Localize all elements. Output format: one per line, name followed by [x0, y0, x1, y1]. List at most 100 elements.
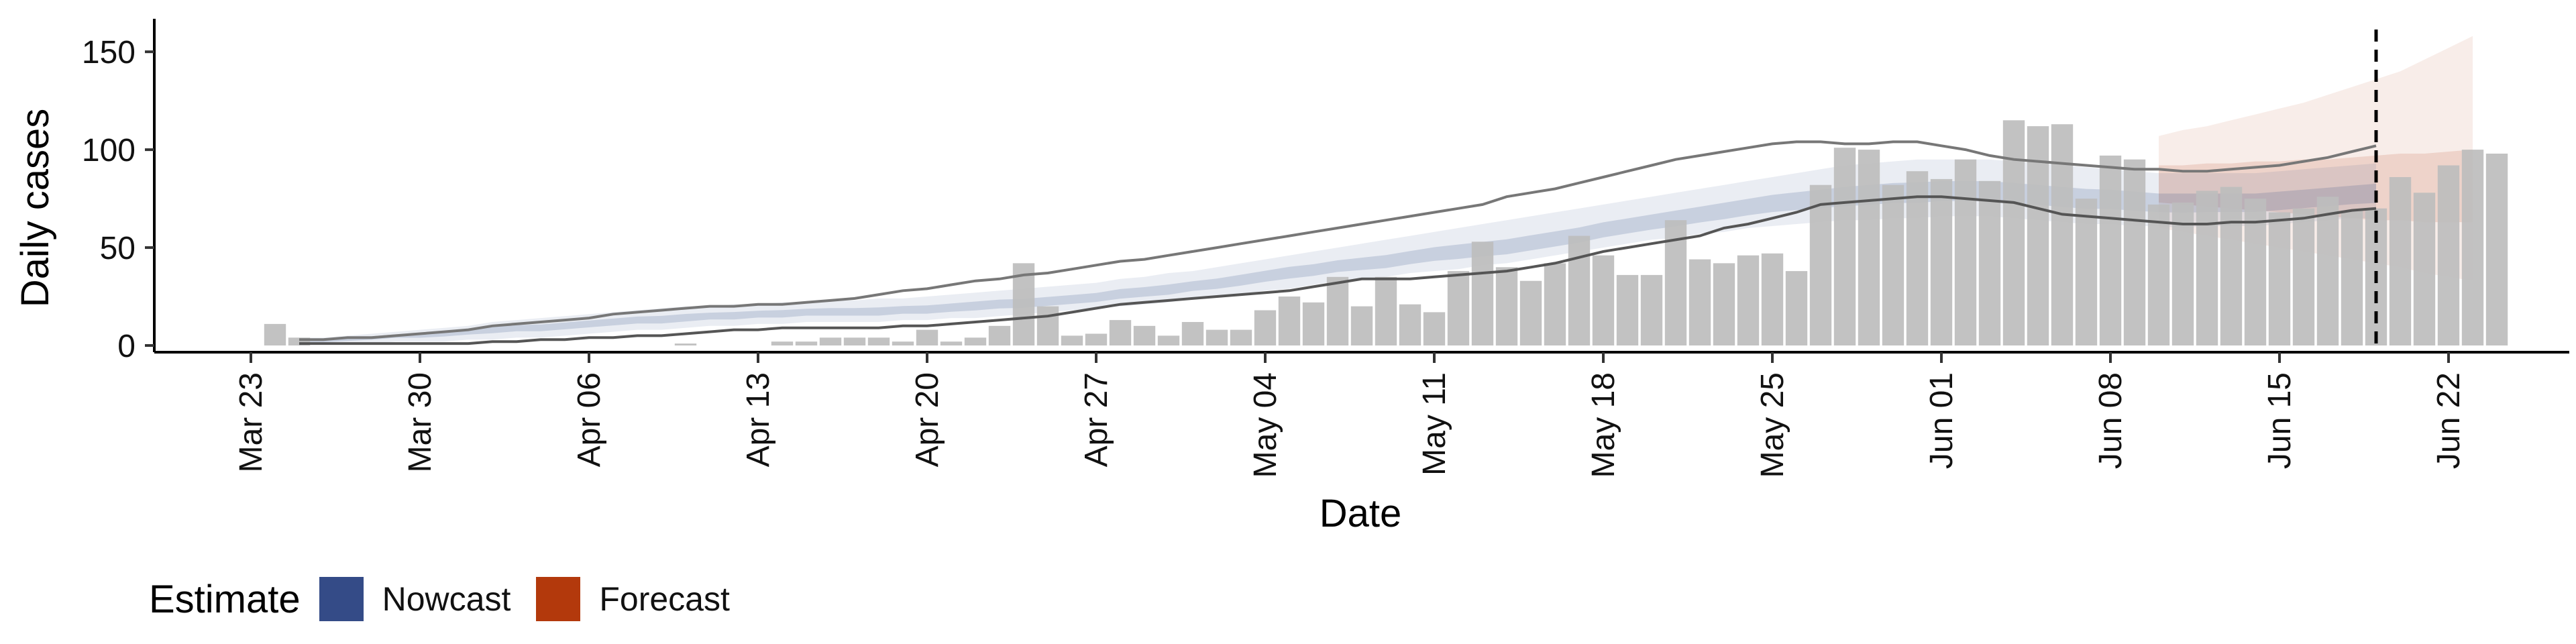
observed-bar: [2437, 165, 2460, 345]
observed-bar: [1350, 306, 1373, 345]
observed-bar: [1471, 241, 1494, 345]
observed-bar: [2002, 120, 2025, 346]
observed-bar: [1785, 271, 1808, 345]
x-tick-label: Apr 13: [741, 372, 776, 467]
legend-swatch-forecast: [536, 577, 581, 621]
legend-item-forecast: Forecast: [536, 577, 730, 621]
legend-label-forecast: Forecast: [599, 580, 730, 618]
observed-bar: [1519, 280, 1542, 345]
observed-bar: [988, 325, 1011, 345]
observed-bar: [288, 337, 311, 345]
y-axis-title: Daily cases: [13, 109, 57, 308]
observed-bar: [2075, 199, 2098, 345]
observed-bar: [2220, 186, 2243, 345]
x-tick-label: May 11: [1417, 372, 1452, 476]
observed-bar: [819, 337, 842, 345]
observed-bar: [1761, 253, 1784, 345]
observed-bar: [674, 343, 697, 345]
observed-bar: [795, 341, 818, 345]
observed-bar: [1688, 259, 1711, 345]
observed-bar: [2027, 126, 2049, 345]
observed-bar: [1181, 322, 1204, 345]
observed-bar: [1640, 274, 1663, 345]
observed-bar: [2341, 210, 2363, 345]
x-tick-label: Jun 22: [2431, 372, 2467, 469]
observed-bar: [1544, 263, 1566, 345]
observed-bar: [1592, 255, 1615, 345]
observed-bar: [1713, 263, 1735, 345]
observed-bar: [1375, 276, 1397, 345]
x-tick-label: May 18: [1586, 372, 1621, 478]
bound-lines: [299, 140, 2377, 345]
x-tick-label: Apr 20: [910, 372, 945, 467]
observed-bar: [1447, 271, 1470, 345]
observed-bar: [1833, 148, 1856, 345]
observed-bar: [1399, 304, 1421, 345]
observed-bar: [1085, 333, 1108, 345]
observed-bar: [2461, 150, 2484, 345]
observed-bar: [1133, 325, 1156, 345]
observed-bar: [916, 329, 938, 345]
y-tick-label: 0: [117, 329, 136, 364]
y-tick-label: 50: [100, 231, 136, 266]
observed-bar: [2171, 202, 2194, 345]
observed-bar: [2196, 191, 2218, 345]
x-tick-label: Mar 30: [402, 372, 438, 472]
observed-bar: [1809, 184, 1832, 345]
observed-bar: [1906, 171, 1929, 345]
observed-bar: [2316, 197, 2339, 345]
observed-bar: [867, 337, 890, 345]
observed-bar: [1858, 150, 1880, 345]
y-tick-label: 150: [82, 35, 136, 70]
x-tick-label: Mar 23: [233, 372, 269, 472]
x-tick-label: Apr 27: [1079, 372, 1114, 467]
observed-bar: [2389, 177, 2412, 345]
observed-bar: [1326, 276, 1349, 345]
observed-bar: [1423, 312, 1446, 345]
y-tick-label: 100: [82, 133, 136, 168]
observed-bar: [1882, 184, 1904, 345]
observed-bar: [1254, 310, 1277, 345]
observed-bar: [2292, 208, 2315, 345]
lower-bound-line: [299, 195, 2377, 345]
observed-bar: [1954, 159, 1977, 345]
x-tick-label: Apr 06: [572, 372, 607, 467]
observed-bar: [1568, 235, 1591, 345]
observed-bar: [964, 337, 987, 345]
observed-bar: [2051, 124, 2074, 345]
nowcast-bands: [299, 159, 2376, 345]
x-tick-label: May 04: [1248, 372, 1283, 478]
legend-swatch-nowcast: [319, 577, 364, 621]
observed-bar: [892, 341, 914, 345]
observed-bar: [1930, 178, 1953, 345]
nowcast-band-90: [299, 159, 2376, 345]
x-tick-label: May 25: [1755, 372, 1790, 478]
observed-bar: [2123, 159, 2146, 345]
legend-title: Estimate: [149, 577, 301, 621]
observed-bar: [1157, 335, 1180, 345]
observed-bar: [2147, 204, 2170, 345]
nowcast-band-50: [299, 181, 2376, 343]
observed-bar: [264, 323, 286, 345]
upper-bound-line: [299, 140, 2377, 341]
observed-bar: [2099, 155, 2122, 345]
x-axis-title: Date: [1320, 492, 1402, 535]
legend-item-nowcast: Nowcast: [319, 577, 511, 621]
observed-bar: [1278, 297, 1301, 345]
observed-bar: [1061, 335, 1083, 345]
observed-bar: [1109, 320, 1132, 345]
observed-bar: [1616, 274, 1639, 345]
observed-bar: [843, 337, 866, 345]
observed-bar: [940, 341, 963, 345]
observed-bar: [1036, 306, 1059, 345]
observed-bar: [1737, 255, 1760, 345]
observed-bar: [2268, 212, 2291, 345]
observed-bar: [771, 341, 794, 345]
observed-bar: [1495, 267, 1518, 346]
observed-bar: [1978, 180, 2001, 345]
observed-bar: [1302, 302, 1325, 345]
observed-bar: [2485, 154, 2508, 345]
observed-bar: [1205, 329, 1228, 345]
legend-label-nowcast: Nowcast: [382, 580, 511, 618]
